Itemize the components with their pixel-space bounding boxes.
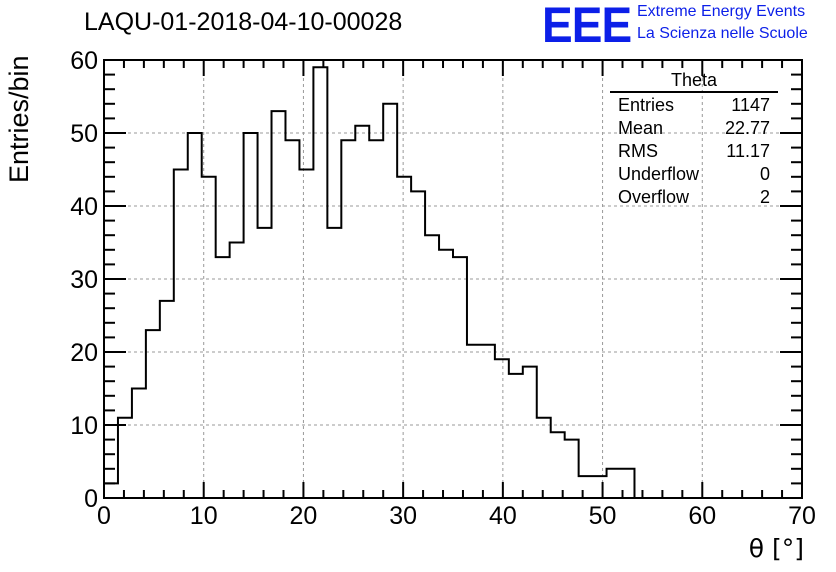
chart-title: LAQU-01-2018-04-10-00028 [84,8,403,36]
logo-subtitle-2: La Scienza nelle Scuole [637,25,808,42]
histogram-bin [495,359,509,498]
x-tick-label: 50 [589,502,617,530]
histogram-bin [411,191,425,498]
stats-label: Overflow [618,187,690,207]
histogram-bin [118,418,132,498]
stats-label: Underflow [618,164,700,184]
stats-row-mean: Mean 22.77 [610,117,778,140]
histogram-outline [104,66,802,499]
stats-label: Mean [618,118,664,138]
histogram-bin [258,228,272,498]
histogram-bin [341,140,355,498]
y-tick-label: 20 [70,339,98,367]
histogram-bin [132,389,146,499]
histogram-bin [188,133,202,498]
histogram-bin [509,374,523,498]
histogram-bin [355,126,369,498]
histogram-bin [146,330,160,498]
histogram-bin [439,250,453,498]
y-axis-label: Entries/bin [4,55,34,183]
histogram-bin [216,257,230,498]
x-tick-label: 0 [97,502,111,530]
histogram-bin [579,476,593,498]
histogram-bin [285,140,299,498]
histogram-bin [551,432,565,498]
stats-label: RMS [618,141,658,161]
histogram-bin [593,476,607,498]
stats-row-rms: RMS 11.17 [610,140,778,163]
stats-value: 0 [759,164,770,184]
stats-row-overflow: Overflow 2 [610,186,778,209]
histogram-bin [272,111,286,498]
histogram-bin [607,469,621,498]
eee-logo: EEE [542,0,632,53]
stats-label: Entries [618,95,675,115]
histogram-bin [565,440,579,498]
histogram-bin [481,345,495,498]
y-tick-label: 10 [70,412,98,440]
stats-value: 1147 [731,95,770,115]
histogram-bin [467,345,481,498]
x-axis-label: θ [°] [748,534,804,563]
x-tick-label: 70 [788,502,816,530]
histogram-bin [244,133,258,498]
histogram-bin [397,177,411,498]
histogram-bin [425,235,439,498]
histogram-bin [453,257,467,498]
histogram-bin [537,418,551,498]
logo-subtitle-1: Extreme Energy Events [637,3,806,20]
stats-row-entries: Entries 1147 [610,94,778,117]
x-tick-label: 60 [688,502,716,530]
histogram-bin [313,67,327,498]
y-tick-label: 50 [70,120,98,148]
histogram-bin [523,367,537,498]
histogram-bin [104,483,118,498]
x-tick-label: 20 [290,502,318,530]
histogram-bin [174,170,188,499]
axis-ticks [103,59,803,499]
histogram-bin [327,228,341,498]
stats-value: 2 [759,187,770,207]
stats-row-underflow: Underflow 0 [610,163,778,186]
x-tick-label: 30 [389,502,417,530]
y-tick-label: 0 [84,485,98,513]
stats-title: Theta [610,70,778,93]
histogram-bin [369,140,383,498]
x-tick-label: 10 [190,502,218,530]
histogram-bin [160,301,174,498]
stats-value: 22.77 [724,118,770,138]
histogram-bin [230,243,244,499]
y-tick-label: 60 [70,47,98,75]
stats-value: 11.17 [726,141,770,161]
y-tick-label: 40 [70,193,98,221]
y-tick-label: 30 [70,266,98,294]
stats-box: Theta Entries 1147 Mean 22.77 RMS 11.17 … [610,70,778,209]
x-tick-label: 40 [489,502,517,530]
grid-lines [104,60,802,498]
histogram-bin [299,170,313,499]
histogram-bin [383,104,397,498]
